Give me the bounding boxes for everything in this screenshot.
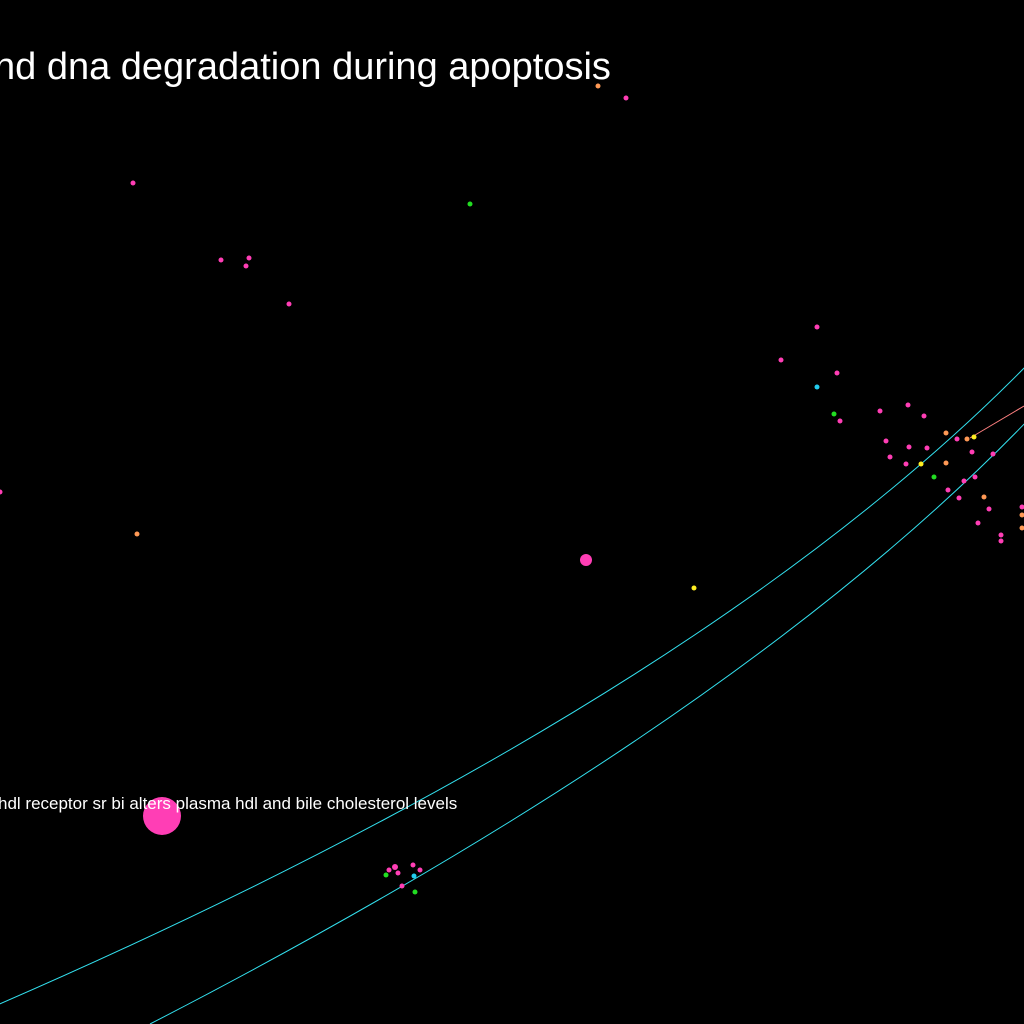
graph-node[interactable]: [903, 461, 909, 467]
graph-node[interactable]: [143, 797, 181, 835]
graph-node[interactable]: [580, 554, 592, 566]
graph-node[interactable]: [691, 585, 697, 591]
graph-node[interactable]: [887, 454, 893, 460]
graph-node[interactable]: [286, 301, 292, 307]
graph-node[interactable]: [883, 438, 889, 444]
graph-node[interactable]: [972, 474, 978, 480]
graph-node[interactable]: [998, 532, 1004, 538]
graph-node[interactable]: [961, 478, 967, 484]
graph-node[interactable]: [969, 449, 975, 455]
graph-node[interactable]: [395, 870, 401, 876]
graph-node[interactable]: [814, 384, 820, 390]
graph-node[interactable]: [595, 83, 601, 89]
graph-node[interactable]: [834, 370, 840, 376]
graph-node[interactable]: [243, 263, 249, 269]
graph-node[interactable]: [399, 883, 405, 889]
graph-node[interactable]: [943, 430, 949, 436]
graph-node[interactable]: [134, 531, 140, 537]
graph-node[interactable]: [778, 357, 784, 363]
graph-node[interactable]: [986, 506, 992, 512]
title-label: nd dna degradation during apoptosis: [0, 46, 611, 88]
graph-node[interactable]: [931, 474, 937, 480]
graph-node[interactable]: [383, 872, 389, 878]
graph-node[interactable]: [924, 445, 930, 451]
graph-node[interactable]: [392, 864, 398, 870]
graph-node[interactable]: [954, 436, 960, 442]
graph-node[interactable]: [918, 461, 924, 467]
graph-node[interactable]: [412, 889, 418, 895]
graph-node[interactable]: [981, 494, 987, 500]
graph-node[interactable]: [1019, 504, 1024, 510]
graph-node[interactable]: [964, 436, 970, 442]
graph-node[interactable]: [975, 520, 981, 526]
graph-node[interactable]: [831, 411, 837, 417]
graph-node[interactable]: [943, 460, 949, 466]
graph-node[interactable]: [998, 538, 1004, 544]
graph-node[interactable]: [1019, 512, 1024, 518]
edge-line: [969, 405, 1024, 439]
graph-node[interactable]: [218, 257, 224, 263]
graph-node[interactable]: [386, 867, 392, 873]
graph-node[interactable]: [837, 418, 843, 424]
graph-node[interactable]: [945, 487, 951, 493]
graph-node[interactable]: [410, 862, 416, 868]
graph-node[interactable]: [411, 873, 417, 879]
curve-upper: [0, 367, 1024, 1005]
graph-node[interactable]: [246, 255, 252, 261]
graph-node[interactable]: [417, 867, 423, 873]
graph-node[interactable]: [130, 180, 136, 186]
node-label: hdl receptor sr bi alters plasma hdl and…: [0, 794, 458, 813]
graph-node[interactable]: [1019, 525, 1024, 531]
graph-node[interactable]: [905, 402, 911, 408]
graph-node[interactable]: [623, 95, 629, 101]
curve-lower: [149, 423, 1024, 1024]
graph-node[interactable]: [990, 451, 996, 457]
graph-node[interactable]: [814, 324, 820, 330]
graph-node[interactable]: [0, 489, 3, 495]
graph-node[interactable]: [921, 413, 927, 419]
graph-node[interactable]: [467, 201, 473, 207]
graph-node[interactable]: [877, 408, 883, 414]
nodes-group[interactable]: [0, 83, 1024, 895]
graph-node[interactable]: [971, 434, 977, 440]
graph-node[interactable]: [906, 444, 912, 450]
graph-node[interactable]: [956, 495, 962, 501]
